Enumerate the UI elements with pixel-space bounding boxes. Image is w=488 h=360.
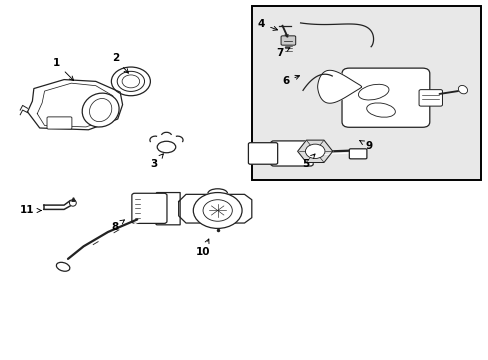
- Bar: [251, 6, 480, 180]
- Text: 3: 3: [150, 154, 163, 169]
- FancyBboxPatch shape: [270, 141, 313, 166]
- FancyBboxPatch shape: [47, 117, 72, 129]
- FancyBboxPatch shape: [348, 149, 366, 159]
- Ellipse shape: [366, 103, 395, 117]
- Ellipse shape: [82, 93, 119, 127]
- Ellipse shape: [358, 84, 388, 100]
- Circle shape: [203, 200, 232, 221]
- Polygon shape: [297, 140, 332, 162]
- Text: 7: 7: [275, 48, 289, 58]
- Polygon shape: [317, 70, 361, 103]
- Ellipse shape: [69, 200, 76, 206]
- Text: 11: 11: [20, 206, 41, 216]
- Text: 4: 4: [257, 19, 277, 30]
- Text: 1: 1: [53, 58, 74, 81]
- Polygon shape: [27, 80, 122, 130]
- Ellipse shape: [56, 262, 70, 271]
- Ellipse shape: [89, 99, 112, 122]
- Polygon shape: [178, 194, 251, 223]
- Ellipse shape: [157, 141, 175, 153]
- Polygon shape: [149, 193, 180, 225]
- Circle shape: [193, 193, 242, 228]
- FancyBboxPatch shape: [418, 90, 442, 106]
- Text: 9: 9: [359, 141, 372, 151]
- Text: 10: 10: [195, 239, 210, 257]
- FancyBboxPatch shape: [281, 36, 295, 45]
- Circle shape: [305, 144, 325, 158]
- Text: 8: 8: [111, 220, 124, 231]
- Text: 6: 6: [282, 75, 299, 86]
- FancyBboxPatch shape: [132, 193, 166, 224]
- Ellipse shape: [457, 85, 467, 94]
- FancyBboxPatch shape: [341, 68, 429, 127]
- FancyBboxPatch shape: [248, 143, 277, 164]
- Text: 5: 5: [301, 154, 314, 169]
- Text: 2: 2: [111, 53, 128, 73]
